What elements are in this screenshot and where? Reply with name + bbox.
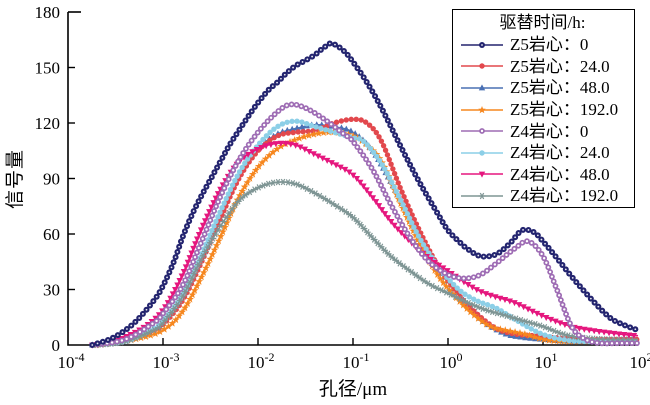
series-z4-0: [89, 101, 640, 348]
y-tick-label: 90: [43, 170, 60, 189]
legend-title: 驱替时间/h:: [499, 13, 586, 32]
x-tick-label: 10-1: [343, 350, 370, 372]
x-tick-label: 101: [535, 350, 558, 372]
legend-item-z4-192.0: Z4岩心：192.0: [459, 185, 634, 207]
legend-label: Z4岩心：48.0: [510, 164, 610, 184]
series-z5-0: [89, 40, 639, 348]
legend-label: Z5岩心：48.0: [510, 78, 610, 98]
legend-item-z4-48.0: Z4岩心：48.0: [459, 164, 634, 186]
legend-label: Z4岩心：0: [510, 121, 589, 141]
star-marker-icon: [461, 105, 503, 113]
x-axis-title: 孔径/μm: [318, 379, 388, 400]
legend-item-z5-48.0: Z5岩心：48.0: [459, 77, 634, 99]
legend-label: Z4岩心：192.0: [510, 186, 619, 206]
x-tick-label: 102: [630, 350, 650, 372]
x-tick-label: 10-2: [248, 350, 275, 372]
legend-item-z5-0: Z5岩心：0: [459, 34, 634, 56]
x-tick-label: 10-4: [58, 350, 85, 372]
legend-item-z5-192.0: Z5岩心：192.0: [459, 99, 634, 121]
legend-item-z4-24.0: Z4岩心：24.0: [459, 142, 634, 164]
circle-marker-icon: [461, 150, 503, 156]
legend-label: Z5岩心：24.0: [510, 56, 610, 76]
legend-label: Z5岩心：192.0: [510, 100, 619, 120]
legend-item-z5-24.0: Z5岩心：24.0: [459, 56, 634, 78]
legend-label: Z4岩心：24.0: [510, 143, 610, 163]
legend-label: Z5岩心：0: [510, 35, 589, 55]
y-tick-label: 60: [43, 225, 60, 244]
triangle-up-marker-icon: [461, 84, 503, 91]
y-axis-title: 信号量: [5, 149, 26, 210]
y-tick-label: 150: [35, 59, 61, 78]
bead-circle-marker-icon: [461, 41, 503, 48]
series-z4-192.0: [93, 178, 639, 349]
circle-marker-icon: [461, 63, 503, 70]
y-tick-label: 180: [35, 3, 61, 22]
x-tick-label: 10-3: [153, 350, 180, 372]
x-tick-label: 100: [440, 350, 463, 372]
legend-rows: Z5岩心：0 Z5岩心：24.0 Z5岩心：48.0 Z5岩心：192.0 Z4岩心：0…: [459, 34, 634, 207]
y-tick-label: 0: [52, 336, 61, 355]
legend-item-z4-0: Z4岩心：0: [459, 120, 634, 142]
triangle-down-marker-icon: [461, 171, 503, 178]
asterisk-marker-icon: [461, 192, 503, 200]
y-tick-label: 120: [35, 114, 61, 133]
open-circle-marker-icon: [461, 128, 503, 135]
legend: 驱替时间/h: Z5岩心：0 Z5岩心：24.0 Z5岩心：48.0 Z5岩心：192…: [452, 9, 635, 208]
y-tick-label: 30: [43, 281, 60, 300]
